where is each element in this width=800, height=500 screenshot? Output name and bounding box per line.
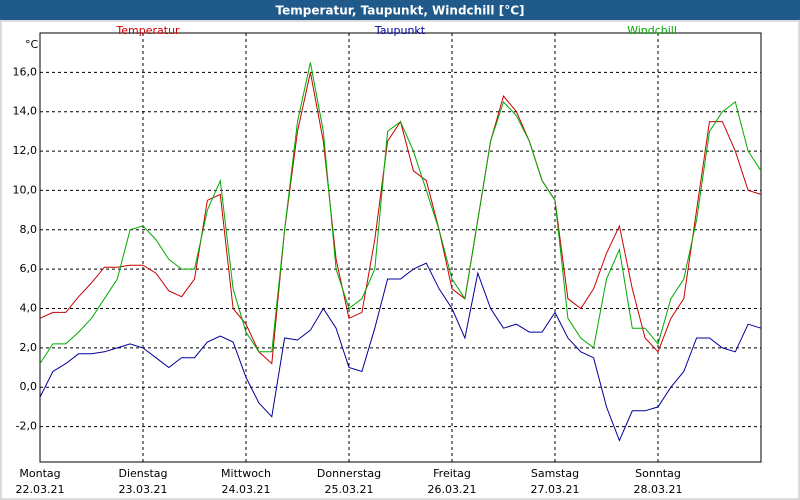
y-tick-label: 16,0: [13, 65, 38, 78]
y-tick-label: 0,0: [20, 380, 38, 393]
y-tick-label: 2,0: [20, 341, 38, 354]
x-day-label: Dienstag: [118, 467, 167, 480]
y-tick-label: 4,0: [20, 302, 38, 315]
x-date-label: 23.03.21: [119, 483, 168, 496]
x-day-label: Sonntag: [635, 467, 681, 480]
legend-entry: Temperatur: [115, 24, 180, 37]
title-bar: [0, 0, 800, 20]
x-day-label: Montag: [19, 467, 60, 480]
series-line: [39, 262, 762, 442]
y-tick-label: 10,0: [13, 183, 38, 196]
x-day-label: Samstag: [531, 467, 579, 480]
chart-title: Temperatur, Taupunkt, Windchill [°C]: [276, 4, 525, 18]
x-date-label: 27.03.21: [531, 483, 580, 496]
y-tick-label: -2,0: [16, 420, 37, 433]
y-tick-label: 6,0: [20, 262, 38, 275]
legend-entry: Windchill: [627, 24, 677, 37]
series-line: [39, 62, 762, 364]
x-day-label: Freitag: [433, 467, 471, 480]
x-day-label: Mittwoch: [221, 467, 271, 480]
y-tick-label: 12,0: [13, 144, 38, 157]
x-date-label: 22.03.21: [16, 483, 65, 496]
x-date-label: 25.03.21: [325, 483, 374, 496]
y-tick-label: 14,0: [13, 105, 38, 118]
plot-area: [39, 32, 762, 463]
y-unit: °C: [25, 38, 39, 51]
x-date-label: 28.03.21: [634, 483, 683, 496]
y-tick-label: 8,0: [20, 223, 38, 236]
x-day-label: Donnerstag: [317, 467, 381, 480]
legend-entry: Taupunkt: [374, 24, 426, 37]
x-date-label: 26.03.21: [428, 483, 477, 496]
x-date-label: 24.03.21: [222, 483, 271, 496]
